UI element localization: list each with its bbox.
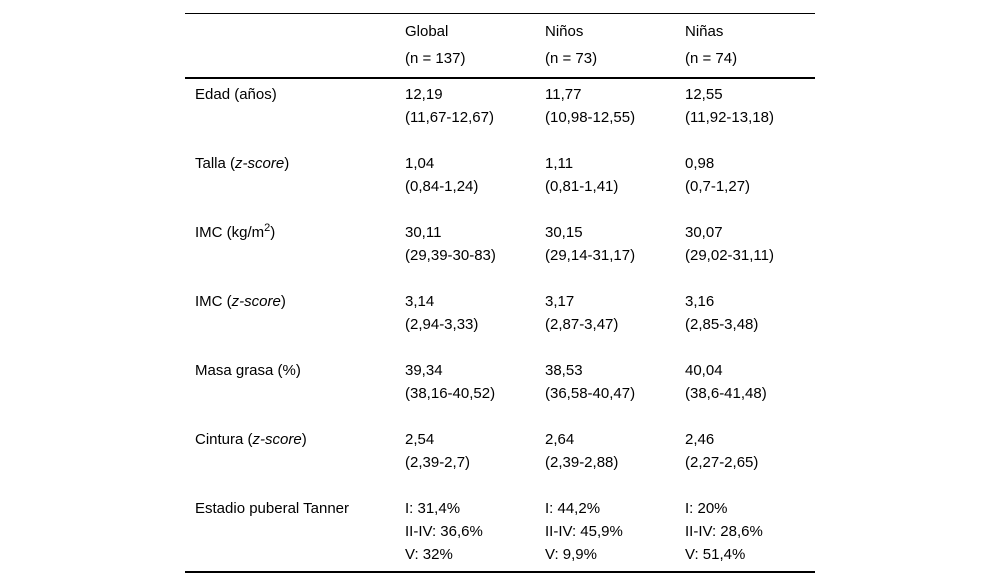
data-cell: 1,04 (0,84-1,24)	[405, 148, 545, 217]
table-row-masa-grasa: Masa grasa (%) 39,34 (38,16-40,52) 38,53…	[185, 355, 815, 424]
data-cell: 2,64 (2,39-2,88)	[545, 424, 685, 493]
cell-value: II-IV: 45,9%	[545, 523, 623, 540]
cell-value: 3,17	[545, 293, 575, 310]
cell-range: (11,67-12,67)	[405, 109, 494, 126]
cell-value: 2,54	[405, 431, 435, 448]
data-cell: 0,98 (0,7-1,27)	[685, 148, 815, 217]
column-header-global: Global (n = 137)	[405, 13, 545, 79]
cell-value: V: 51,4%	[685, 546, 746, 563]
row-label: IMC (kg/m2)	[195, 222, 276, 242]
cell-value: 39,34	[405, 362, 443, 379]
data-cell: I: 20% II-IV: 28,6% V: 51,4%	[685, 493, 815, 572]
cell-range: (10,98-12,55)	[545, 109, 636, 126]
cell-value: 11,77	[545, 86, 582, 103]
cell-range: (2,85-3,48)	[685, 316, 759, 333]
data-cell: I: 44,2% II-IV: 45,9% V: 9,9%	[545, 493, 685, 572]
data-cell: 3,16 (2,85-3,48)	[685, 286, 815, 355]
cell-value: 30,15	[545, 224, 583, 241]
cell-value: 1,04	[405, 155, 435, 172]
data-cell: 38,53 (36,58-40,47)	[545, 355, 685, 424]
cell-value: 30,07	[685, 224, 723, 241]
data-cell: 2,54 (2,39-2,7)	[405, 424, 545, 493]
cell-value: 0,98	[685, 155, 715, 172]
row-label: Masa grasa (%)	[195, 362, 301, 379]
cell-range: (36,58-40,47)	[545, 385, 636, 402]
row-label: Talla (z-score)	[195, 155, 290, 172]
column-name: Niñas	[685, 23, 724, 40]
cell-value: 1,11	[545, 155, 574, 172]
row-label: Estadio puberal Tanner	[195, 500, 349, 517]
cell-value: 12,19	[405, 86, 443, 103]
cell-range: (29,02-31,11)	[685, 247, 774, 264]
column-name: Global	[405, 23, 449, 40]
cell-range: (0,7-1,27)	[685, 178, 751, 195]
data-cell: 30,15 (29,14-31,17)	[545, 217, 685, 286]
table-row-tanner: Estadio puberal Tanner I: 31,4% II-IV: 3…	[185, 493, 815, 572]
cell-range: (29,14-31,17)	[545, 247, 636, 264]
cell-value: 38,53	[545, 362, 583, 379]
cell-range: (38,6-41,48)	[685, 385, 767, 402]
column-sample-size: (n = 137)	[405, 50, 466, 67]
column-name: Niños	[545, 23, 584, 40]
cell-value: 2,46	[685, 431, 715, 448]
data-cell: I: 31,4% II-IV: 36,6% V: 32%	[405, 493, 545, 572]
cell-range: (29,39-30-83)	[405, 247, 496, 264]
data-cell: 3,17 (2,87-3,47)	[545, 286, 685, 355]
cell-range: (0,84-1,24)	[405, 178, 479, 195]
cell-value: 12,55	[685, 86, 723, 103]
cell-range: (2,39-2,88)	[545, 454, 619, 471]
data-cell: 11,77 (10,98-12,55)	[545, 78, 685, 148]
cell-range: (11,92-13,18)	[685, 109, 774, 126]
table-row-imc-z: IMC (z-score) 3,14 (2,94-3,33) 3,17 (2,8…	[185, 286, 815, 355]
cell-range: (2,39-2,7)	[405, 454, 471, 471]
column-header-ninas: Niñas (n = 74)	[685, 13, 815, 79]
cell-range: (2,27-2,65)	[685, 454, 759, 471]
cell-value: 30,11	[405, 224, 442, 241]
cell-value: I: 20%	[685, 500, 728, 517]
data-cell: 12,55 (11,92-13,18)	[685, 78, 815, 148]
table-row-imc-kg: IMC (kg/m2) 30,11 (29,39-30-83) 30,15 (2…	[185, 217, 815, 286]
cell-value: I: 44,2%	[545, 500, 601, 517]
paper-table-container: Global (n = 137) Niños (n = 73) Niñas (n…	[185, 13, 815, 573]
table-row-edad: Edad (años) 12,19 (11,67-12,67) 11,77 (1…	[185, 78, 815, 148]
cell-range: (38,16-40,52)	[405, 385, 496, 402]
cell-range: (2,87-3,47)	[545, 316, 619, 333]
cell-value: I: 31,4%	[405, 500, 461, 517]
cell-value: 2,64	[545, 431, 575, 448]
cell-value: V: 32%	[405, 546, 453, 563]
table-row-cintura: Cintura (z-score) 2,54 (2,39-2,7) 2,64 (…	[185, 424, 815, 493]
row-label: Cintura (z-score)	[195, 431, 307, 448]
row-label: Edad (años)	[195, 86, 277, 103]
data-cell: 40,04 (38,6-41,48)	[685, 355, 815, 424]
row-label: IMC (z-score)	[195, 293, 286, 310]
data-cell: 30,11 (29,39-30-83)	[405, 217, 545, 286]
table-header: Global (n = 137) Niños (n = 73) Niñas (n…	[185, 13, 815, 79]
table-body: Edad (años) 12,19 (11,67-12,67) 11,77 (1…	[185, 78, 815, 572]
cell-value: II-IV: 28,6%	[685, 523, 763, 540]
cell-range: (0,81-1,41)	[545, 178, 619, 195]
table-row-talla: Talla (z-score) 1,04 (0,84-1,24) 1,11 (0…	[185, 148, 815, 217]
cell-value: 3,14	[405, 293, 435, 310]
column-sample-size: (n = 73)	[545, 50, 598, 67]
data-cell: 1,11 (0,81-1,41)	[545, 148, 685, 217]
header-row: Global (n = 137) Niños (n = 73) Niñas (n…	[185, 13, 815, 79]
cell-value: 3,16	[685, 293, 715, 310]
corner-cell	[185, 13, 405, 79]
column-header-ninos: Niños (n = 73)	[545, 13, 685, 79]
summary-statistics-table: Global (n = 137) Niños (n = 73) Niñas (n…	[185, 13, 815, 573]
data-cell: 2,46 (2,27-2,65)	[685, 424, 815, 493]
data-cell: 3,14 (2,94-3,33)	[405, 286, 545, 355]
cell-value: V: 9,9%	[545, 546, 597, 563]
cell-value: II-IV: 36,6%	[405, 523, 483, 540]
data-cell: 30,07 (29,02-31,11)	[685, 217, 815, 286]
cell-value: 40,04	[685, 362, 723, 379]
column-sample-size: (n = 74)	[685, 50, 738, 67]
data-cell: 39,34 (38,16-40,52)	[405, 355, 545, 424]
cell-range: (2,94-3,33)	[405, 316, 479, 333]
data-cell: 12,19 (11,67-12,67)	[405, 78, 545, 148]
